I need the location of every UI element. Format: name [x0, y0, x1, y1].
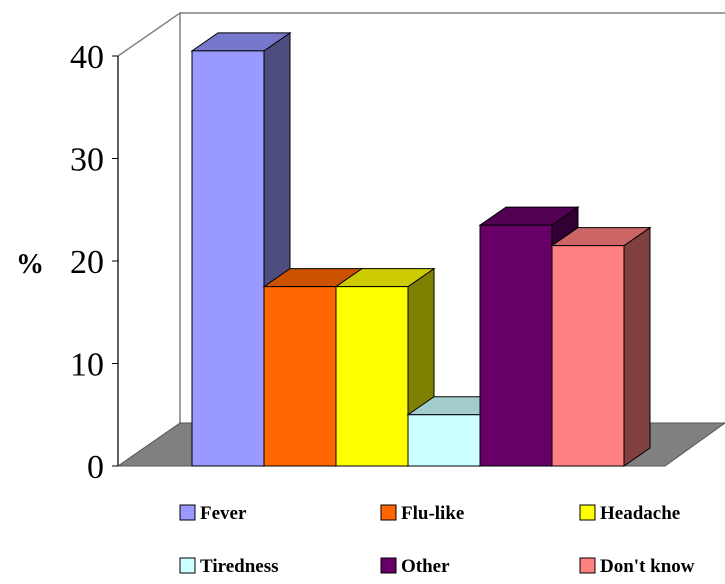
bar-front [551, 245, 625, 467]
legend-swatch [179, 504, 196, 521]
legend-item-don-t-know: Don't know [579, 556, 695, 577]
legend-label: Fever [200, 503, 247, 524]
y-tick-label: 30 [70, 142, 104, 179]
y-tick-label: 40 [70, 39, 104, 76]
bar-don-t-know [550, 226, 652, 467]
legend-swatch [179, 557, 196, 574]
legend-item-headache: Headache [579, 503, 680, 524]
bar-side [623, 226, 651, 467]
y-tick-label: 10 [70, 347, 104, 384]
legend-swatch [380, 557, 397, 574]
legend-label: Tiredness [200, 556, 279, 577]
bar-front [407, 414, 481, 467]
y-axis-label: % [16, 249, 44, 280]
y-tick-label: 20 [70, 244, 104, 281]
legend-label: Flu-like [401, 503, 464, 524]
legend-label: Don't know [600, 556, 695, 577]
legend: Fever Flu-like Headache Tiredness Other Don't… [179, 503, 695, 577]
bars [190, 31, 652, 467]
back-wall-outline [117, 11, 181, 466]
bar-front [263, 286, 337, 467]
legend-label: Other [401, 556, 450, 577]
bar-front [335, 286, 409, 467]
legend-swatch [579, 557, 596, 574]
legend-swatch [380, 504, 397, 521]
legend-item-other: Other [380, 556, 450, 577]
bar-front [479, 224, 553, 467]
legend-item-fever: Fever [179, 503, 247, 524]
legend-item-tiredness: Tiredness [179, 556, 279, 577]
y-tick-label: 0 [87, 449, 104, 486]
legend-label: Headache [600, 503, 680, 524]
y-axis-ticks: 0 10 20 30 40 [70, 39, 119, 486]
legend-item-flu-like: Flu-like [380, 503, 464, 524]
legend-swatch [579, 504, 596, 521]
bar-front [191, 50, 265, 467]
bar-headache [334, 267, 436, 467]
